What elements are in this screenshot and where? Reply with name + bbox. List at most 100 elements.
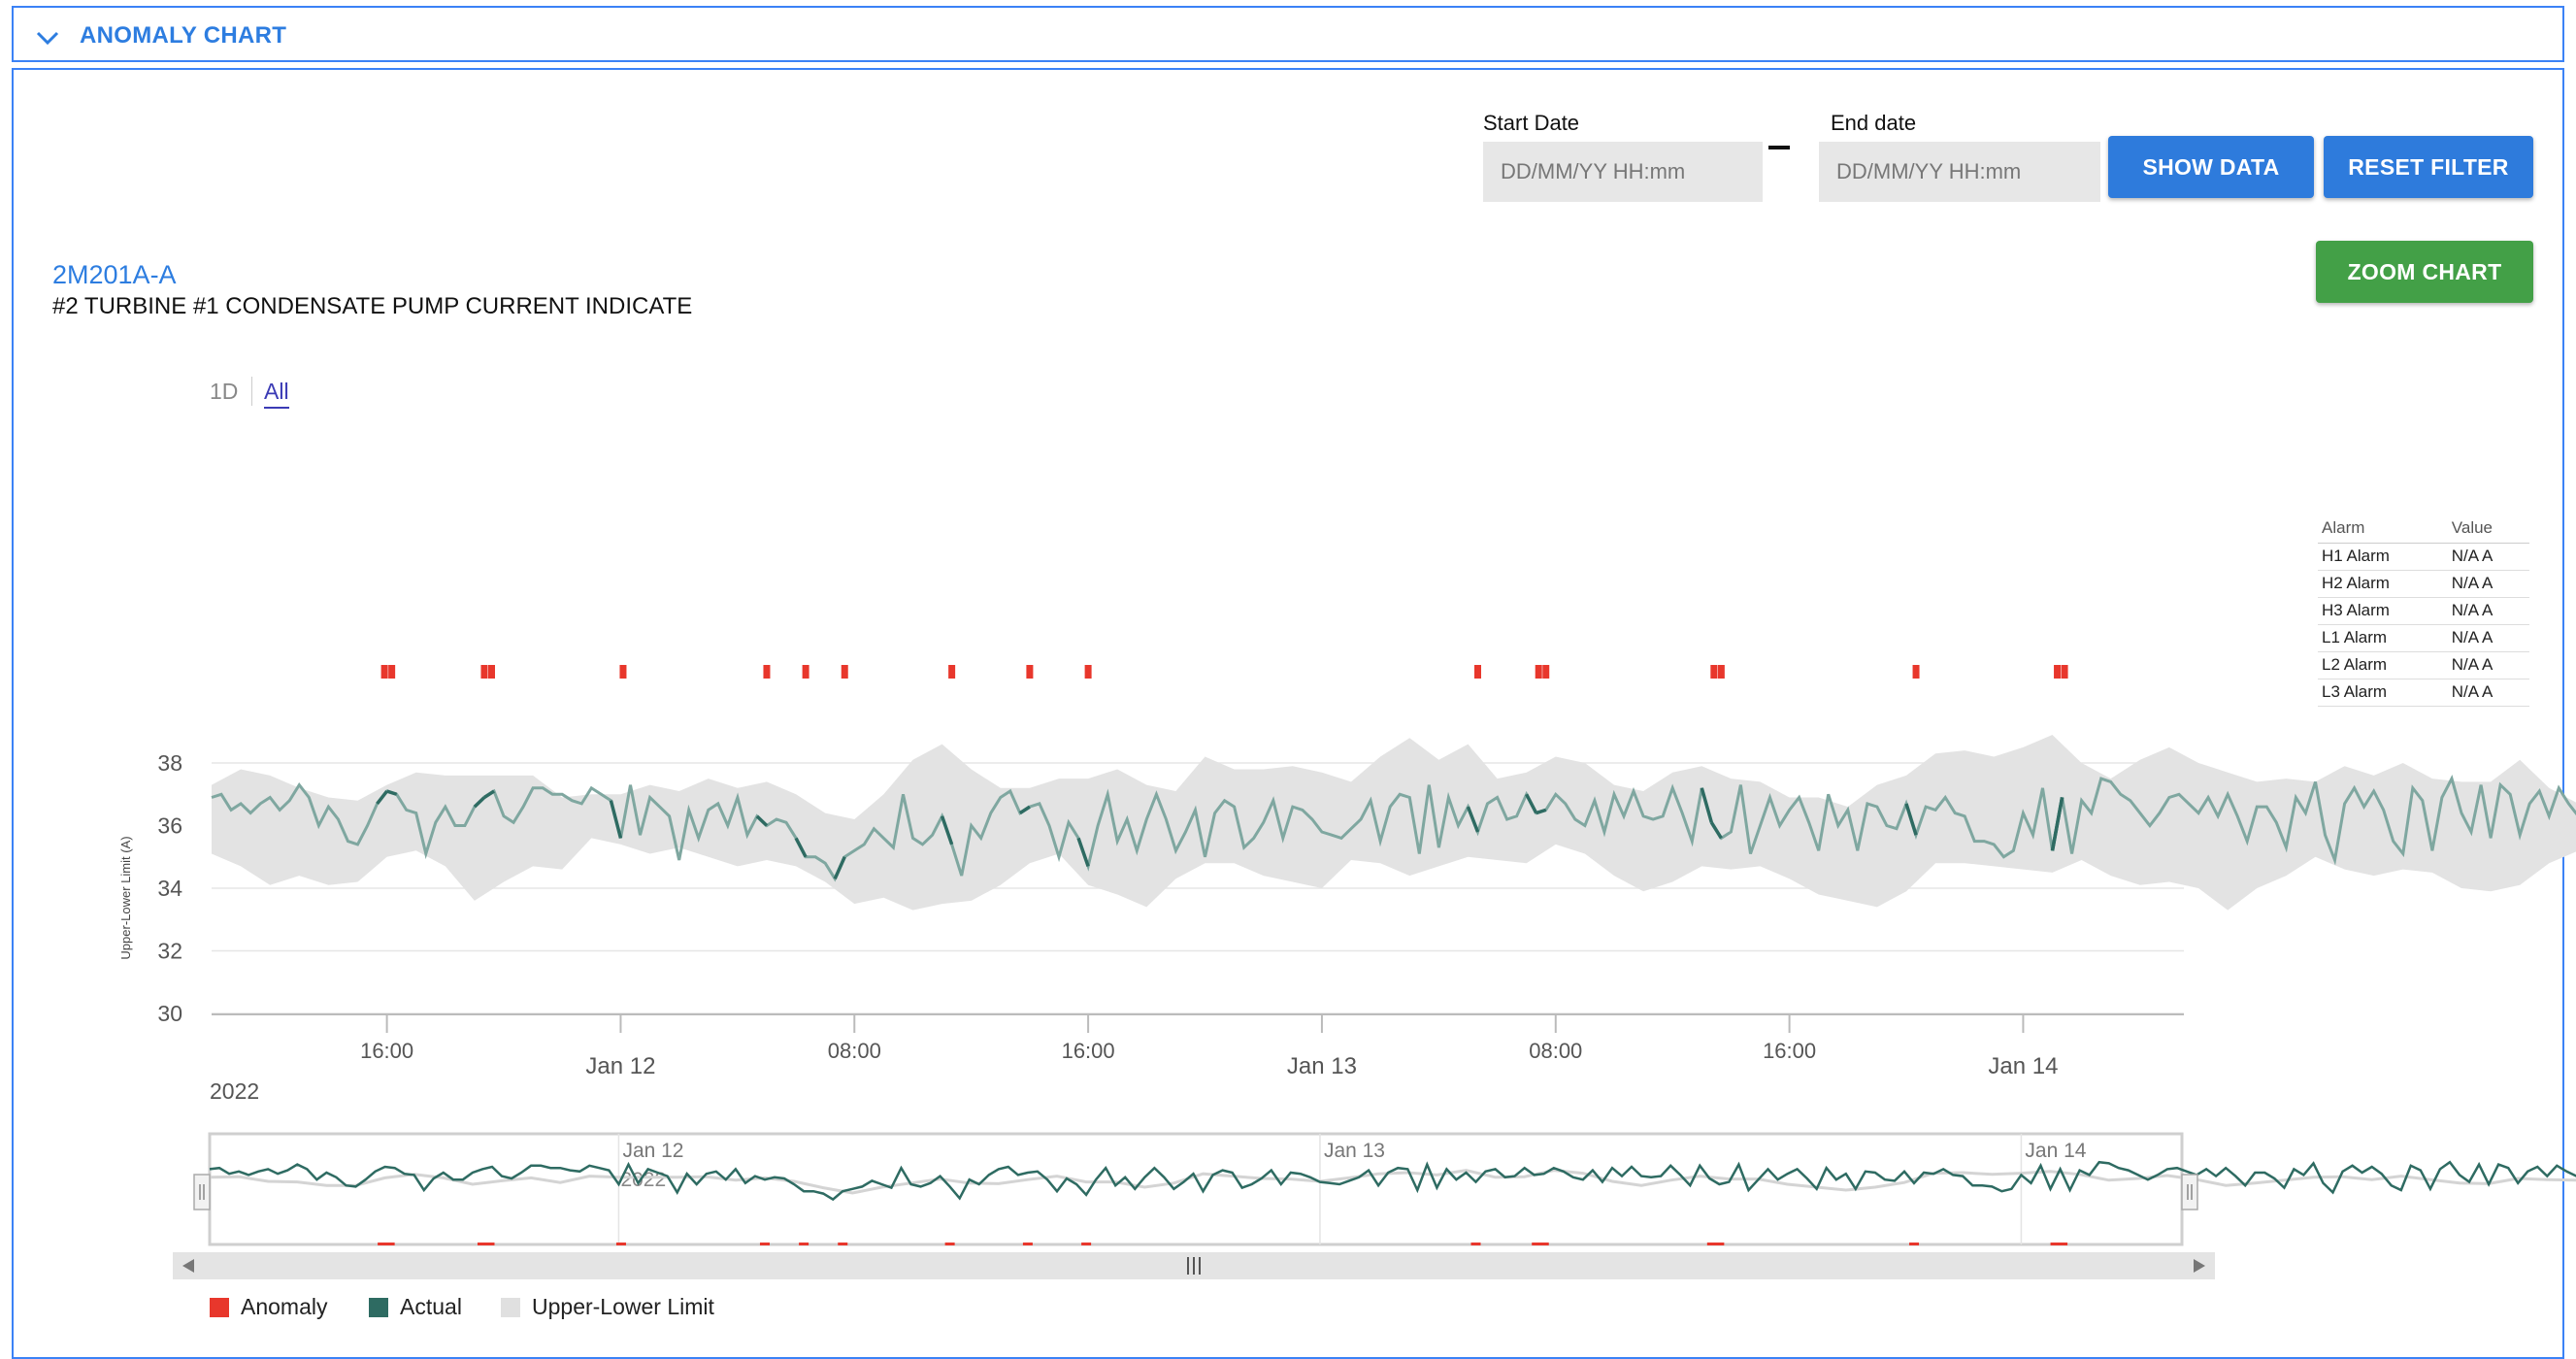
y-axis-title: Upper-Lower Limit (A) — [118, 836, 133, 959]
alarm-value: N/A A — [2447, 651, 2529, 680]
alarm-row: H2 Alarm N/A A — [2318, 570, 2529, 598]
actual-line — [211, 775, 2576, 882]
range-button-1d[interactable]: 1D — [210, 379, 239, 404]
anomaly-actual-segment — [1709, 821, 1723, 840]
alarm-row: H3 Alarm N/A A — [2318, 597, 2529, 625]
x-tick-label: 08:00 — [828, 1039, 881, 1063]
navigator-anomaly-marker — [1909, 1243, 1920, 1245]
navigator-anomaly-marker — [1538, 1243, 1549, 1245]
anomaly-actual-segment — [473, 796, 486, 809]
navigator-anomaly-marker — [838, 1243, 848, 1245]
anomaly-marker — [1535, 665, 1542, 679]
anomaly-marker — [1717, 665, 1725, 679]
actual-swatch — [369, 1297, 388, 1317]
start-date-input[interactable] — [1483, 142, 1763, 202]
anomaly-actual-segment — [609, 800, 623, 839]
navigator-date-label: Jan 13 — [1324, 1140, 1385, 1162]
reset-filter-button[interactable]: RESET FILTER — [2324, 136, 2533, 198]
anomaly-marker — [1912, 665, 1920, 679]
navigator-frame — [208, 1132, 2184, 1246]
alarm-value: N/A A — [2447, 570, 2529, 598]
x-tick-label: Jan 14 — [1988, 1053, 2058, 1079]
anomaly-marker — [802, 665, 809, 679]
legend-item-upper-lower-limit[interactable]: Upper-Lower Limit — [501, 1294, 714, 1320]
x-tick-label: 16:00 — [1763, 1039, 1816, 1063]
alarm-table: Alarm Value H1 Alarm N/A A H2 Alarm N/A A … — [2318, 514, 2529, 707]
legend-item-anomaly[interactable]: Anomaly — [210, 1294, 327, 1320]
anomaly-actual-segment — [1536, 808, 1547, 815]
show-data-button[interactable]: SHOW DATA — [2108, 136, 2314, 198]
anomaly-marker — [2061, 665, 2068, 679]
anomaly-marker — [1473, 665, 1481, 679]
alarm-value: N/A A — [2447, 624, 2529, 652]
navigator-anomaly-marker — [615, 1243, 626, 1245]
anomaly-marker — [763, 665, 771, 679]
navigator-handle-right[interactable] — [2181, 1174, 2198, 1210]
start-date-label: Start Date — [1483, 111, 1580, 135]
alarm-name: L2 Alarm — [2318, 651, 2448, 680]
alarm-column-header: Alarm — [2318, 514, 2448, 544]
alarm-value: N/A A — [2447, 597, 2529, 625]
navigator-anomaly-marker — [477, 1243, 487, 1245]
alarm-row: L2 Alarm N/A A — [2318, 651, 2529, 680]
anomaly-actual-segment — [2050, 797, 2064, 851]
anomaly-actual-segment — [833, 856, 846, 880]
navigator-anomaly-marker — [378, 1243, 388, 1245]
navigator-anomaly-marker — [1706, 1243, 1717, 1245]
navigator-anomaly-marker — [1470, 1243, 1481, 1245]
x-tick-label: Jan 13 — [1287, 1053, 1357, 1079]
navigator-anomaly-marker — [2058, 1243, 2068, 1245]
legend-label-anomaly: Anomaly — [241, 1294, 328, 1319]
end-date-input[interactable] — [1819, 142, 2100, 202]
anomaly-marker — [619, 665, 627, 679]
scroll-right-arrow-icon[interactable] — [2194, 1259, 2205, 1273]
chevron-down-icon[interactable] — [35, 25, 60, 50]
navigator-year-label: 2022 — [620, 1169, 666, 1191]
anomaly-actual-segment — [794, 837, 808, 858]
legend-item-actual[interactable]: Actual — [369, 1294, 462, 1320]
navigator-date-label: Jan 12 — [622, 1140, 683, 1162]
x-tick-label: 16:00 — [1062, 1039, 1115, 1063]
tag-description: #2 TURBINE #1 CONDENSATE PUMP CURRENT IN… — [52, 293, 693, 319]
navigator-anomaly-marker — [2050, 1243, 2061, 1245]
navigator-handle-left[interactable] — [193, 1174, 211, 1210]
x-tick-label: 16:00 — [360, 1039, 413, 1063]
upper-lower-limit-swatch — [501, 1297, 520, 1317]
legend-label-upper-lower-limit: Upper-Lower Limit — [532, 1294, 714, 1319]
anomaly-actual-segment — [1904, 803, 1918, 836]
anomaly-actual-segment — [1700, 787, 1714, 823]
alarm-row: L3 Alarm N/A A — [2318, 679, 2529, 707]
alarm-name: H2 Alarm — [2318, 570, 2448, 598]
range-separator — [251, 377, 252, 406]
anomaly-marker — [841, 665, 848, 679]
tag-id: 2M201A-A — [52, 260, 177, 289]
anomaly-marker — [487, 665, 495, 679]
anomaly-marker — [1542, 665, 1550, 679]
x-tick-label: Jan 12 — [585, 1053, 655, 1079]
navigator-anomaly-marker — [944, 1243, 955, 1245]
anomaly-actual-segment — [1466, 806, 1480, 833]
anomaly-actual-segment — [483, 789, 495, 799]
navigator-anomaly-marker — [1714, 1243, 1725, 1245]
anomaly-chart-panel-header[interactable]: ANOMALY CHART — [12, 6, 2564, 62]
scroll-left-arrow-icon[interactable] — [182, 1259, 194, 1273]
x-tick-label: 08:00 — [1529, 1039, 1582, 1063]
alarm-row: H1 Alarm N/A A — [2318, 543, 2529, 571]
anomaly-marker — [2054, 665, 2062, 679]
anomaly-actual-segment — [386, 789, 398, 796]
anomaly-actual-segment — [1018, 805, 1031, 815]
zoom-chart-button[interactable]: ZOOM CHART — [2316, 241, 2533, 303]
navigator-anomaly-marker — [799, 1243, 809, 1245]
alarm-name: L3 Alarm — [2318, 679, 2448, 707]
panel-title: ANOMALY CHART — [80, 22, 287, 49]
range-button-all[interactable]: All — [264, 379, 289, 409]
anomaly-actual-segment — [1076, 837, 1090, 867]
y-tick-label: 32 — [157, 939, 182, 964]
navigator-date-label: Jan 14 — [2025, 1140, 2086, 1162]
y-tick-label: 38 — [157, 750, 182, 776]
navigator-anomaly-marker — [1022, 1243, 1033, 1245]
navigator-anomaly-marker — [1532, 1243, 1542, 1245]
navigator-anomaly-marker — [484, 1243, 495, 1245]
end-date-label: End date — [1831, 111, 1917, 135]
